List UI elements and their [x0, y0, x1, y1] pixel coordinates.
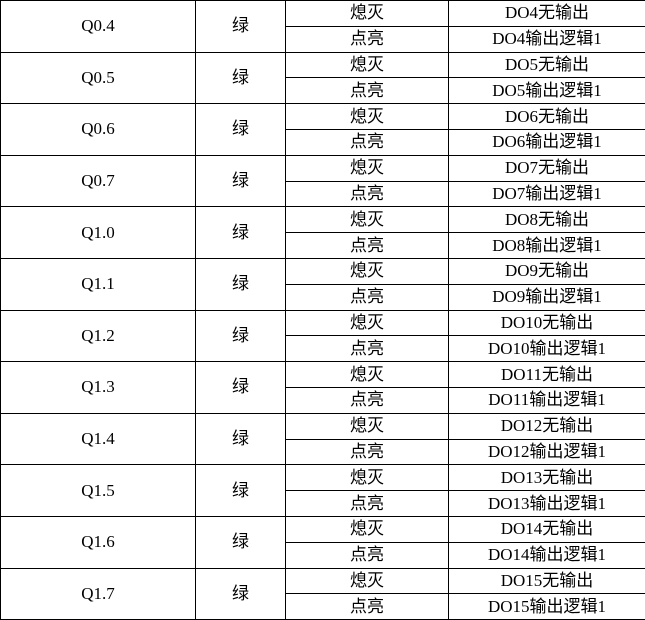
led-color-cell: 绿	[196, 207, 286, 259]
state-cell: 熄灭	[286, 516, 449, 542]
description-cell: DO5无输出	[449, 52, 645, 78]
state-cell: 点亮	[286, 129, 449, 155]
table-row: Q0.5 绿 熄灭 DO5无输出	[1, 52, 645, 78]
state-cell: 熄灭	[286, 568, 449, 594]
table-row: Q1.0 绿 熄灭 DO8无输出	[1, 207, 645, 233]
description-cell: DO9输出逻辑1	[449, 284, 645, 310]
led-color-cell: 绿	[196, 52, 286, 104]
address-cell: Q1.3	[1, 362, 196, 414]
state-cell: 点亮	[286, 387, 449, 413]
led-color-cell: 绿	[196, 104, 286, 156]
description-cell: DO10无输出	[449, 310, 645, 336]
description-cell: DO9无输出	[449, 258, 645, 284]
address-cell: Q0.4	[1, 1, 196, 53]
state-cell: 熄灭	[286, 362, 449, 388]
state-cell: 熄灭	[286, 465, 449, 491]
led-color-cell: 绿	[196, 516, 286, 568]
state-cell: 熄灭	[286, 1, 449, 27]
state-cell: 熄灭	[286, 104, 449, 130]
table-row: Q1.3 绿 熄灭 DO11无输出	[1, 362, 645, 388]
description-cell: DO4输出逻辑1	[449, 26, 645, 52]
description-cell: DO8输出逻辑1	[449, 233, 645, 259]
state-cell: 点亮	[286, 26, 449, 52]
state-cell: 熄灭	[286, 258, 449, 284]
state-cell: 点亮	[286, 336, 449, 362]
led-color-cell: 绿	[196, 465, 286, 517]
state-cell: 点亮	[286, 78, 449, 104]
state-cell: 熄灭	[286, 310, 449, 336]
state-cell: 点亮	[286, 542, 449, 568]
description-cell: DO6无输出	[449, 104, 645, 130]
description-cell: DO5输出逻辑1	[449, 78, 645, 104]
description-cell: DO13无输出	[449, 465, 645, 491]
description-cell: DO14输出逻辑1	[449, 542, 645, 568]
address-cell: Q1.4	[1, 413, 196, 465]
table-row: Q1.5 绿 熄灭 DO13无输出	[1, 465, 645, 491]
led-color-cell: 绿	[196, 310, 286, 362]
address-cell: Q0.7	[1, 155, 196, 207]
led-color-cell: 绿	[196, 362, 286, 414]
state-cell: 熄灭	[286, 207, 449, 233]
description-cell: DO13输出逻辑1	[449, 491, 645, 517]
led-color-cell: 绿	[196, 1, 286, 53]
description-cell: DO7无输出	[449, 155, 645, 181]
description-cell: DO15无输出	[449, 568, 645, 594]
description-cell: DO15输出逻辑1	[449, 594, 645, 620]
address-cell: Q0.6	[1, 104, 196, 156]
table-row: Q1.7 绿 熄灭 DO15无输出	[1, 568, 645, 594]
state-cell: 熄灭	[286, 413, 449, 439]
table-row: Q1.4 绿 熄灭 DO12无输出	[1, 413, 645, 439]
led-color-cell: 绿	[196, 155, 286, 207]
state-cell: 点亮	[286, 284, 449, 310]
state-cell: 点亮	[286, 233, 449, 259]
description-cell: DO11无输出	[449, 362, 645, 388]
description-cell: DO12输出逻辑1	[449, 439, 645, 465]
table-row: Q1.2 绿 熄灭 DO10无输出	[1, 310, 645, 336]
led-color-cell: 绿	[196, 258, 286, 310]
table-row: Q1.6 绿 熄灭 DO14无输出	[1, 516, 645, 542]
address-cell: Q1.6	[1, 516, 196, 568]
description-cell: DO8无输出	[449, 207, 645, 233]
description-cell: DO12无输出	[449, 413, 645, 439]
table-row: Q0.4 绿 熄灭 DO4无输出	[1, 1, 645, 27]
led-color-cell: 绿	[196, 568, 286, 620]
address-cell: Q1.0	[1, 207, 196, 259]
address-cell: Q0.5	[1, 52, 196, 104]
address-cell: Q1.7	[1, 568, 196, 620]
description-cell: DO4无输出	[449, 1, 645, 27]
description-cell: DO14无输出	[449, 516, 645, 542]
description-cell: DO11输出逻辑1	[449, 387, 645, 413]
led-color-cell: 绿	[196, 413, 286, 465]
address-cell: Q1.2	[1, 310, 196, 362]
description-cell: DO6输出逻辑1	[449, 129, 645, 155]
state-cell: 熄灭	[286, 155, 449, 181]
state-cell: 点亮	[286, 491, 449, 517]
description-cell: DO7输出逻辑1	[449, 181, 645, 207]
state-cell: 点亮	[286, 181, 449, 207]
state-cell: 熄灭	[286, 52, 449, 78]
state-cell: 点亮	[286, 439, 449, 465]
table-row: Q1.1 绿 熄灭 DO9无输出	[1, 258, 645, 284]
address-cell: Q1.1	[1, 258, 196, 310]
table-row: Q0.7 绿 熄灭 DO7无输出	[1, 155, 645, 181]
state-cell: 点亮	[286, 594, 449, 620]
description-cell: DO10输出逻辑1	[449, 336, 645, 362]
address-cell: Q1.5	[1, 465, 196, 517]
table-row: Q0.6 绿 熄灭 DO6无输出	[1, 104, 645, 130]
